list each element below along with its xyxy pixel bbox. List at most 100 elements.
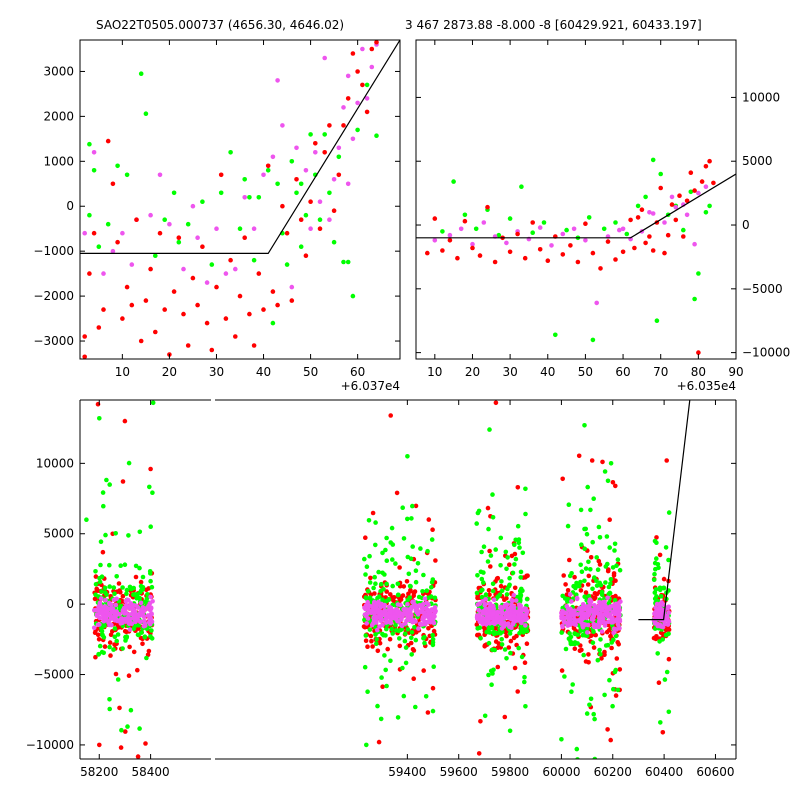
data-point-green bbox=[574, 580, 579, 586]
data-point-red bbox=[588, 555, 594, 560]
data-point-green bbox=[341, 259, 346, 265]
data-point-green bbox=[371, 585, 376, 591]
data-point-green bbox=[607, 677, 612, 683]
data-point-violet bbox=[127, 627, 133, 632]
data-point-green bbox=[522, 679, 527, 685]
data-point-red bbox=[663, 627, 669, 633]
data-point-green bbox=[429, 537, 435, 542]
data-point-red bbox=[579, 647, 584, 653]
data-point-green bbox=[389, 525, 395, 531]
data-point-green bbox=[100, 490, 106, 495]
data-point-red bbox=[613, 578, 618, 583]
data-point-violet bbox=[571, 613, 577, 618]
data-point-red bbox=[455, 255, 460, 261]
data-point-violet bbox=[377, 612, 382, 617]
data-point-violet bbox=[654, 621, 660, 627]
data-point-violet bbox=[396, 611, 402, 617]
data-point-red bbox=[363, 535, 368, 540]
data-point-violet bbox=[377, 624, 382, 629]
data-point-green bbox=[688, 189, 694, 195]
data-point-red bbox=[96, 637, 102, 642]
data-point-green bbox=[510, 570, 516, 576]
data-point-violet bbox=[408, 606, 414, 612]
data-point-green bbox=[413, 637, 419, 643]
data-point-red bbox=[369, 638, 374, 644]
data-point-red bbox=[614, 656, 620, 661]
data-point-green bbox=[403, 645, 409, 650]
data-point-violet bbox=[569, 599, 574, 604]
data-point-green bbox=[384, 683, 389, 689]
data-point-violet bbox=[280, 123, 285, 128]
data-point-green bbox=[413, 704, 418, 710]
data-point-green bbox=[498, 535, 504, 541]
data-point-green bbox=[654, 318, 660, 324]
data-point-green bbox=[384, 626, 389, 632]
data-point-red bbox=[107, 640, 113, 645]
data-point-green bbox=[366, 518, 372, 523]
data-point-green bbox=[429, 579, 435, 585]
data-point-green bbox=[650, 157, 656, 163]
data-point-red bbox=[256, 271, 262, 276]
data-point-green bbox=[608, 577, 614, 582]
data-point-green bbox=[298, 244, 304, 249]
data-point-violet bbox=[364, 96, 370, 101]
data-point-violet bbox=[111, 597, 117, 603]
data-point-violet bbox=[94, 613, 100, 618]
data-point-green bbox=[604, 534, 610, 539]
data-point-green bbox=[519, 654, 525, 660]
data-point-red bbox=[294, 177, 299, 182]
data-point-violet bbox=[491, 603, 496, 609]
data-point-red bbox=[591, 645, 597, 650]
data-point-red bbox=[176, 235, 182, 240]
data-point-green bbox=[432, 595, 438, 601]
data-point-red bbox=[368, 633, 374, 639]
chart-right-ytick-label: −5000 bbox=[742, 282, 783, 296]
data-point-green bbox=[364, 82, 370, 88]
data-point-violet bbox=[146, 603, 151, 609]
data-point-green bbox=[587, 702, 592, 708]
data-point-green bbox=[336, 154, 342, 160]
data-point-red bbox=[209, 347, 215, 353]
chart-title-right: 3 467 2873.88 -8.000 -8 [60429.921, 6043… bbox=[405, 18, 702, 32]
data-point-outlier bbox=[666, 510, 672, 515]
data-point-green bbox=[498, 631, 503, 636]
data-point-green bbox=[518, 597, 523, 603]
data-point-green bbox=[579, 569, 585, 574]
data-point-green bbox=[124, 587, 130, 593]
data-point-violet bbox=[126, 619, 131, 625]
data-point-violet bbox=[585, 630, 590, 635]
chart-left-ytick-label: 1000 bbox=[43, 154, 74, 168]
data-point-red bbox=[265, 163, 271, 169]
data-point-green bbox=[624, 231, 630, 237]
data-point-outlier bbox=[613, 483, 618, 489]
data-point-violet bbox=[611, 626, 617, 632]
data-point-green bbox=[605, 561, 610, 567]
data-point-green bbox=[405, 516, 410, 522]
data-point-outlier bbox=[394, 490, 400, 496]
data-point-red bbox=[153, 329, 158, 335]
data-point-green bbox=[93, 592, 98, 597]
data-point-violet bbox=[395, 618, 400, 624]
data-point-red bbox=[608, 737, 613, 743]
data-point-green bbox=[142, 599, 148, 605]
data-point-green bbox=[488, 553, 494, 558]
data-point-green bbox=[660, 637, 665, 642]
data-point-red bbox=[669, 202, 675, 207]
data-point-green bbox=[502, 647, 508, 652]
data-point-red bbox=[635, 215, 641, 220]
data-point-violet bbox=[261, 172, 266, 178]
data-point-green bbox=[405, 627, 411, 632]
data-point-green bbox=[490, 515, 496, 520]
data-point-violet bbox=[604, 613, 610, 618]
data-point-violet bbox=[128, 601, 134, 606]
data-point-green bbox=[485, 559, 491, 564]
data-point-green bbox=[390, 583, 396, 589]
data-point-green bbox=[384, 535, 389, 541]
data-point-green bbox=[493, 547, 499, 552]
data-point-green bbox=[407, 583, 413, 589]
data-point-green bbox=[409, 652, 415, 657]
data-point-green bbox=[247, 195, 252, 200]
data-point-green bbox=[572, 631, 577, 636]
data-point-green bbox=[566, 636, 572, 642]
data-point-violet bbox=[82, 230, 87, 236]
